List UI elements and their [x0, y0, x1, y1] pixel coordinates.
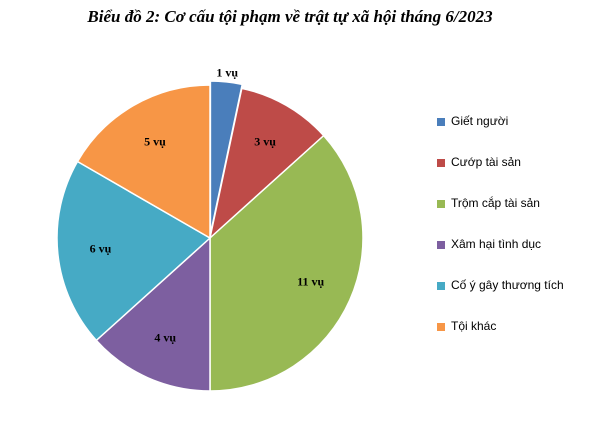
pie-slice	[208, 87, 325, 241]
data-label: 11 vụ	[297, 275, 324, 289]
legend-swatch	[437, 282, 445, 290]
data-label: 4 vụ	[154, 330, 176, 344]
legend-swatch	[437, 323, 445, 331]
legend-label: Cướp tài sản	[451, 155, 521, 169]
legend-label: Tội khác	[451, 319, 496, 333]
legend-swatch	[437, 118, 445, 126]
legend-swatch	[437, 200, 445, 208]
legend-swatch	[437, 241, 445, 249]
data-label: 1 vụ	[216, 65, 238, 79]
data-label: 5 vụ	[144, 134, 166, 148]
pie-slice	[56, 160, 212, 342]
legend-label: Trộm cắp tài sản	[451, 195, 540, 210]
chart-title: Biểu đồ 2: Cơ cấu tội phạm về trật tự xã…	[86, 7, 493, 26]
pie-slice	[209, 134, 364, 392]
pie-slice	[95, 236, 211, 392]
legend-label: Giết người	[451, 114, 508, 128]
pie-slice	[76, 84, 211, 240]
legend-swatch	[437, 159, 445, 167]
legend-label: Cố ý gây thương tích	[451, 278, 564, 292]
data-label: 6 vụ	[90, 241, 112, 255]
data-label: 3 vụ	[254, 134, 276, 148]
legend-label: Xâm hại tình dục	[451, 237, 541, 251]
